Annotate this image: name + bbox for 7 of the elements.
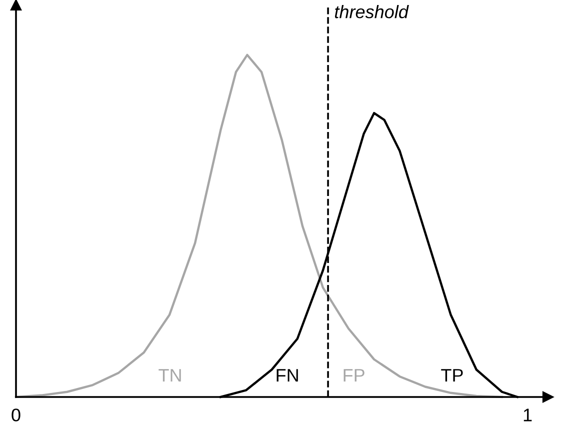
annotation: FP <box>344 369 364 382</box>
x-tick-label: 1 <box>524 408 532 422</box>
annotation: TN <box>158 369 181 382</box>
annotation: FN <box>276 369 298 382</box>
annotation: TP <box>441 369 463 382</box>
ref-line-label: threshold <box>335 5 409 18</box>
x-tick-label: 0 <box>12 408 20 422</box>
